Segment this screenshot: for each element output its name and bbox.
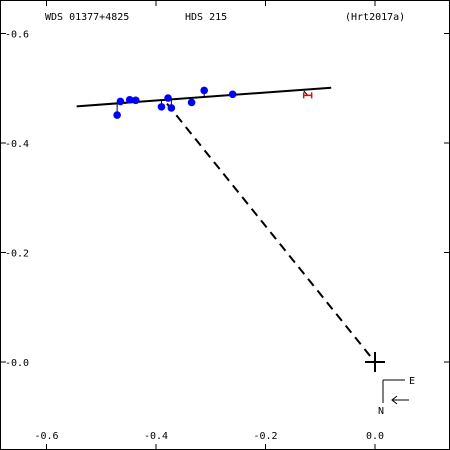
y-axis: -0.6 -0.4 -0.2 -0.0: [1, 30, 449, 369]
header-reference: (Hrt2017a): [345, 12, 405, 23]
observation-point: [164, 94, 172, 102]
compass-arrow-head-icon: [391, 395, 398, 405]
observation-point: [113, 111, 121, 119]
header-wds-id: WDS 01377+4825: [45, 12, 129, 23]
observation-points: [113, 86, 237, 119]
observation-point: [131, 96, 140, 105]
dashed-connector-line: [166, 102, 376, 363]
observation-point: [187, 98, 196, 107]
observation-point: [200, 86, 208, 95]
y-tick-label: -0.6: [5, 30, 29, 41]
primary-star-cross: [365, 352, 385, 372]
y-tick-label: -0.0: [5, 358, 29, 369]
observation-point: [125, 95, 134, 104]
x-tick-label: -0.4: [144, 431, 168, 442]
x-axis: -0.6 -0.4 -0.2 0.0: [34, 1, 384, 449]
red-observation-marker: [302, 90, 313, 99]
compass-east-label: E: [409, 376, 415, 387]
x-tick-label: -0.6: [34, 431, 58, 442]
compass: E N: [378, 376, 415, 417]
x-tick-label: 0.0: [366, 431, 384, 442]
compass-north-label: N: [378, 406, 384, 417]
x-tick-label: -0.2: [253, 431, 277, 442]
y-tick-label: -0.4: [5, 139, 29, 150]
observation-point: [157, 103, 166, 111]
observation-point: [116, 97, 125, 106]
y-tick-label: -0.2: [5, 249, 29, 260]
observation-point: [228, 90, 237, 99]
header-hds-id: HDS 215: [185, 12, 227, 23]
observation-point: [167, 104, 176, 112]
